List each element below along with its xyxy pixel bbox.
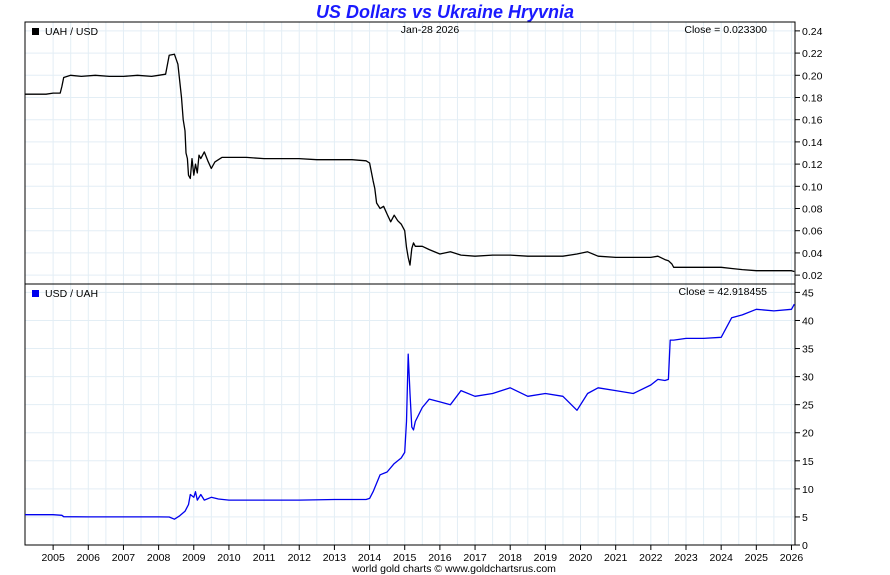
plot-frame-top <box>24 21 796 285</box>
legend-label-usd-uah: USD / UAH <box>45 288 98 300</box>
y-tick-label: 0.06 <box>802 226 823 238</box>
x-tick-label: 2016 <box>428 552 452 564</box>
x-tick-label: 2024 <box>709 552 733 564</box>
x-tick-label: 2010 <box>217 552 241 564</box>
y-tick-label: 0.14 <box>802 137 823 149</box>
x-tick-label: 2014 <box>358 552 382 564</box>
panel-uah-usd: UAH / USD Jan-28 2026 Close = 0.023300 0… <box>24 21 823 285</box>
y-ticks-top: 0.02 0.04 0.06 0.08 0.10 0.12 0.14 0.16 0.18 0.20… <box>795 26 823 282</box>
legend-swatch-uah-usd <box>32 28 39 35</box>
x-tick-label: 2017 <box>463 552 487 564</box>
y-tick-label: 0.18 <box>802 92 823 104</box>
x-tick-label: 2020 <box>569 552 593 564</box>
y-tick-label: 0.04 <box>802 248 823 260</box>
series-line-uah-usd <box>25 53 795 273</box>
y-tick-label: 10 <box>802 484 814 496</box>
x-tick-label: 2011 <box>253 552 276 564</box>
y-tick-label: 0.12 <box>802 159 823 171</box>
series-group-bottom <box>25 303 795 520</box>
y-tick-label: 0.20 <box>802 70 823 82</box>
series-line-usd-uah <box>25 303 795 520</box>
x-tick-label: 2012 <box>288 552 312 564</box>
y-tick-label: 0.16 <box>802 115 823 127</box>
y-tick-label: 0.22 <box>802 48 823 60</box>
panel-usd-uah: USD / UAH Close = 42.918455 051015202530… <box>24 283 814 564</box>
legend-label-uah-usd: UAH / USD <box>45 26 99 38</box>
close-label-usd-uah: Close = 42.918455 <box>679 286 768 298</box>
y-tick-label: 25 <box>802 400 814 412</box>
x-tick-label: 2006 <box>77 552 101 564</box>
x-tick-label: 2021 <box>604 552 628 564</box>
x-tick-label: 2022 <box>639 552 663 564</box>
footer-credit: world gold charts © www.goldchartsrus.co… <box>352 563 556 575</box>
x-tick-label: 2015 <box>393 552 417 564</box>
x-tick-label: 2023 <box>674 552 698 564</box>
y-tick-label: 0.02 <box>802 270 823 282</box>
y-tick-label: 35 <box>802 344 814 356</box>
x-axis-ticks: 2005 2006 2007 2008 2009 2010 2011 2012 2013 2014… <box>41 545 803 564</box>
y-tick-label: 15 <box>802 456 814 468</box>
gridlines-top <box>25 22 795 284</box>
x-tick-label: 2013 <box>323 552 347 564</box>
legend-swatch-usd-uah <box>32 290 39 297</box>
y-ticks-bottom: 0 5 10 15 20 25 30 35 40 45 <box>795 287 814 552</box>
x-tick-label: 2026 <box>780 552 804 564</box>
y-tick-label: 20 <box>802 428 814 440</box>
close-label-uah-usd: Close = 0.023300 <box>684 24 767 36</box>
x-tick-label: 2005 <box>41 552 65 564</box>
y-tick-label: 0.08 <box>802 204 823 216</box>
x-tick-label: 2018 <box>499 552 523 564</box>
x-tick-label: 2008 <box>147 552 171 564</box>
series-group-top <box>25 53 795 273</box>
y-tick-label: 45 <box>802 287 814 299</box>
plot-frame-bottom <box>24 283 796 546</box>
y-tick-label: 0 <box>802 540 808 552</box>
y-tick-label: 5 <box>802 512 808 524</box>
x-tick-label: 2009 <box>182 552 206 564</box>
y-tick-label: 30 <box>802 372 814 384</box>
chart-title: US Dollars vs Ukraine Hryvnia <box>315 2 575 22</box>
x-tick-label: 2025 <box>745 552 769 564</box>
gridlines-bottom <box>25 284 795 546</box>
y-tick-label: 0.24 <box>802 26 823 38</box>
x-tick-label: 2019 <box>534 552 558 564</box>
date-label: Jan-28 2026 <box>401 24 460 36</box>
y-tick-label: 0.10 <box>802 181 823 193</box>
y-tick-label: 40 <box>802 315 814 327</box>
x-tick-label: 2007 <box>112 552 136 564</box>
